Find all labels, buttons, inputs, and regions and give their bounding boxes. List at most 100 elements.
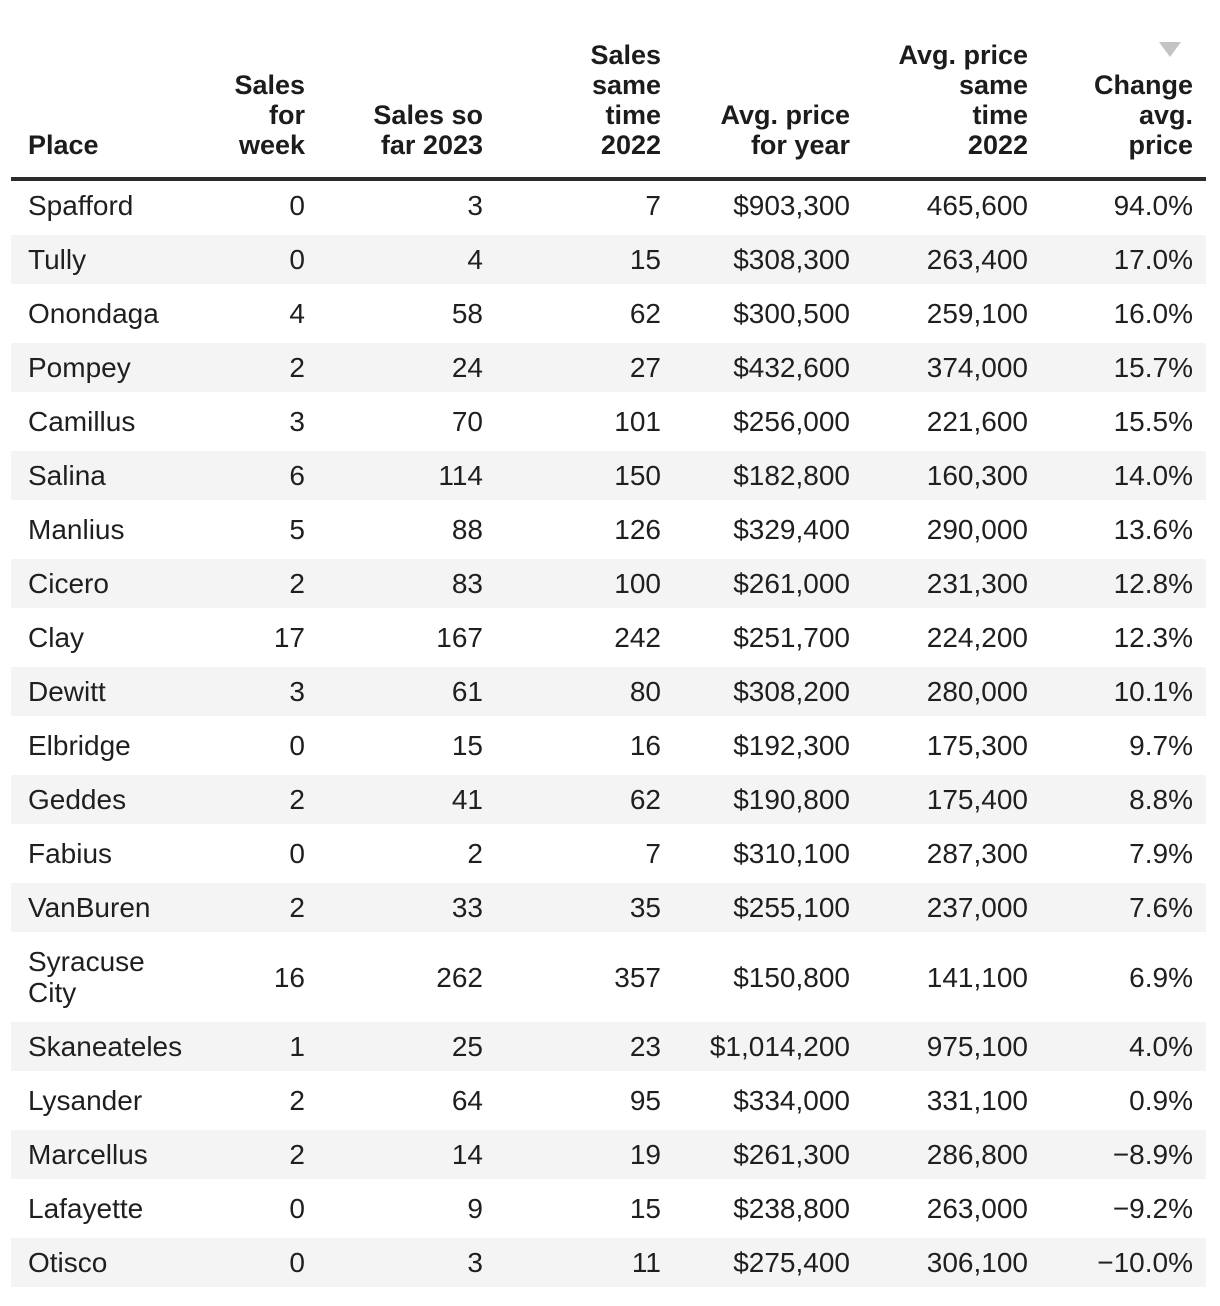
sales-same-time-2022-cell: 80	[496, 667, 674, 721]
sales-for-week-cell: 1	[191, 1022, 318, 1076]
avg-price-same-time-2022-cell: 465,600	[863, 181, 1041, 235]
sales-same-time-2022-cell: 101	[496, 397, 674, 451]
table-row: Salina 6 114 150 $182,800 160,300 14.0%	[11, 451, 1206, 505]
sales-so-far-2023-cell: 61	[318, 667, 496, 721]
change-avg-price-cell: 94.0%	[1041, 181, 1206, 235]
change-avg-price-cell: 8.8%	[1041, 775, 1206, 829]
column-header-change-avg-price[interactable]: Change avg. price	[1041, 0, 1206, 181]
avg-price-same-time-2022-cell: 141,100	[863, 937, 1041, 1022]
avg-price-for-year-cell: $150,800	[674, 937, 863, 1022]
place-cell: Syracuse City	[11, 937, 191, 1022]
sales-for-week-cell: 0	[191, 721, 318, 775]
avg-price-for-year-cell: $1,014,200	[674, 1022, 863, 1076]
avg-price-for-year-cell: $308,300	[674, 235, 863, 289]
place-cell: VanBuren	[11, 883, 191, 937]
sales-same-time-2022-cell: 27	[496, 343, 674, 397]
table-row: Clay 17 167 242 $251,700 224,200 12.3%	[11, 613, 1206, 667]
sales-so-far-2023-cell: 3	[318, 181, 496, 235]
column-header-avg-price-for-year[interactable]: Avg. price for year	[674, 0, 863, 181]
avg-price-same-time-2022-cell: 237,000	[863, 883, 1041, 937]
sales-so-far-2023-cell: 33	[318, 883, 496, 937]
column-header-place[interactable]: Place	[11, 0, 191, 181]
sales-for-week-cell: 0	[191, 829, 318, 883]
avg-price-for-year-cell: $192,300	[674, 721, 863, 775]
real-estate-sales-table-container: Place Sales for week Sales so far 2023 Sales sa…	[11, 0, 1206, 1292]
sales-for-week-cell: 3	[191, 397, 318, 451]
sales-same-time-2022-cell: 62	[496, 775, 674, 829]
table-row: VanBuren 2 33 35 $255,100 237,000 7.6%	[11, 883, 1206, 937]
sales-for-week-cell: 6	[191, 451, 318, 505]
sales-same-time-2022-cell: 15	[496, 235, 674, 289]
change-avg-price-cell: 10.1%	[1041, 667, 1206, 721]
sales-same-time-2022-cell: 126	[496, 505, 674, 559]
table-row: Geddes 2 41 62 $190,800 175,400 8.8%	[11, 775, 1206, 829]
sales-for-week-cell: 0	[191, 1184, 318, 1238]
place-cell: Fabius	[11, 829, 191, 883]
table-row: Lafayette 0 9 15 $238,800 263,000 −9.2%	[11, 1184, 1206, 1238]
sales-for-week-cell: 4	[191, 289, 318, 343]
column-header-label: Avg. price same time 2022	[898, 40, 1028, 160]
avg-price-for-year-cell: $903,300	[674, 181, 863, 235]
sales-for-week-cell: 0	[191, 235, 318, 289]
table-row: Otisco 0 3 11 $275,400 306,100 −10.0%	[11, 1238, 1206, 1292]
avg-price-same-time-2022-cell: 374,000	[863, 343, 1041, 397]
sales-so-far-2023-cell: 2	[318, 829, 496, 883]
sales-so-far-2023-cell: 3	[318, 1238, 496, 1292]
sales-so-far-2023-cell: 262	[318, 937, 496, 1022]
place-cell: Lafayette	[11, 1184, 191, 1238]
sales-same-time-2022-cell: 100	[496, 559, 674, 613]
table-row: Marcellus 2 14 19 $261,300 286,800 −8.9%	[11, 1130, 1206, 1184]
sales-same-time-2022-cell: 35	[496, 883, 674, 937]
change-avg-price-cell: 17.0%	[1041, 235, 1206, 289]
sales-same-time-2022-cell: 95	[496, 1076, 674, 1130]
place-cell: Tully	[11, 235, 191, 289]
change-avg-price-cell: 6.9%	[1041, 937, 1206, 1022]
sales-for-week-cell: 0	[191, 181, 318, 235]
avg-price-for-year-cell: $432,600	[674, 343, 863, 397]
avg-price-same-time-2022-cell: 306,100	[863, 1238, 1041, 1292]
column-header-avg-price-same-time-2022[interactable]: Avg. price same time 2022	[863, 0, 1041, 181]
avg-price-same-time-2022-cell: 175,300	[863, 721, 1041, 775]
change-avg-price-cell: 0.9%	[1041, 1076, 1206, 1130]
sales-for-week-cell: 2	[191, 559, 318, 613]
sales-same-time-2022-cell: 62	[496, 289, 674, 343]
sales-same-time-2022-cell: 242	[496, 613, 674, 667]
sales-for-week-cell: 2	[191, 1076, 318, 1130]
column-header-sales-for-week[interactable]: Sales for week	[191, 0, 318, 181]
table-row: Onondaga 4 58 62 $300,500 259,100 16.0%	[11, 289, 1206, 343]
place-cell: Camillus	[11, 397, 191, 451]
sales-same-time-2022-cell: 19	[496, 1130, 674, 1184]
avg-price-for-year-cell: $190,800	[674, 775, 863, 829]
change-avg-price-cell: −8.9%	[1041, 1130, 1206, 1184]
sales-so-far-2023-cell: 83	[318, 559, 496, 613]
sales-so-far-2023-cell: 58	[318, 289, 496, 343]
sales-same-time-2022-cell: 23	[496, 1022, 674, 1076]
sales-for-week-cell: 2	[191, 1130, 318, 1184]
sales-for-week-cell: 5	[191, 505, 318, 559]
column-header-sales-so-far-2023[interactable]: Sales so far 2023	[318, 0, 496, 181]
place-cell: Salina	[11, 451, 191, 505]
place-cell: Marcellus	[11, 1130, 191, 1184]
column-header-sales-same-time-2022[interactable]: Sales same time 2022	[496, 0, 674, 181]
avg-price-same-time-2022-cell: 224,200	[863, 613, 1041, 667]
avg-price-same-time-2022-cell: 286,800	[863, 1130, 1041, 1184]
sales-same-time-2022-cell: 7	[496, 181, 674, 235]
avg-price-for-year-cell: $329,400	[674, 505, 863, 559]
avg-price-same-time-2022-cell: 280,000	[863, 667, 1041, 721]
table-body: Spafford 0 3 7 $903,300 465,600 94.0% Tully 0 4 15…	[11, 181, 1206, 1292]
sales-same-time-2022-cell: 357	[496, 937, 674, 1022]
sort-desc-icon	[1159, 42, 1181, 57]
avg-price-for-year-cell: $310,100	[674, 829, 863, 883]
avg-price-same-time-2022-cell: 263,400	[863, 235, 1041, 289]
avg-price-for-year-cell: $182,800	[674, 451, 863, 505]
table-header: Place Sales for week Sales so far 2023 Sales sa…	[11, 0, 1206, 181]
place-cell: Cicero	[11, 559, 191, 613]
change-avg-price-cell: 12.3%	[1041, 613, 1206, 667]
sales-so-far-2023-cell: 25	[318, 1022, 496, 1076]
table-row: Skaneateles 1 25 23 $1,014,200 975,100 4.0%	[11, 1022, 1206, 1076]
table-row: Pompey 2 24 27 $432,600 374,000 15.7%	[11, 343, 1206, 397]
change-avg-price-cell: 14.0%	[1041, 451, 1206, 505]
place-cell: Onondaga	[11, 289, 191, 343]
place-cell: Geddes	[11, 775, 191, 829]
change-avg-price-cell: 4.0%	[1041, 1022, 1206, 1076]
